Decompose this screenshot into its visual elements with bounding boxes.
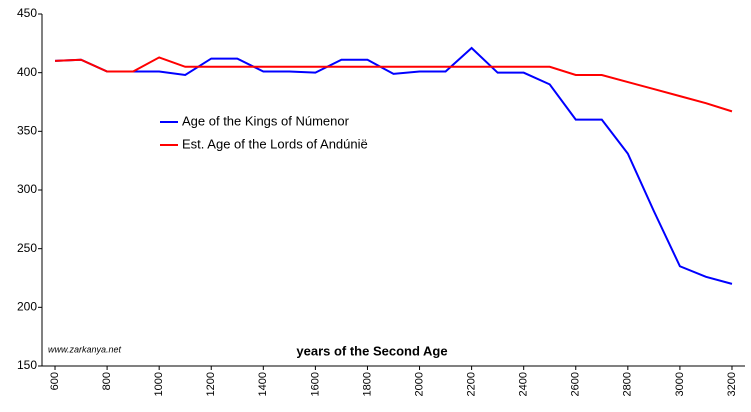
y-tick-label: 350 <box>17 124 37 138</box>
x-tick-label: 2400 <box>518 372 530 396</box>
x-tick-label: 800 <box>101 372 113 390</box>
x-tick-label: 1400 <box>257 372 269 396</box>
x-axis-label: years of the Second Age <box>296 343 447 358</box>
x-tick-label: 1000 <box>153 372 165 396</box>
x-tick-label: 2600 <box>570 372 582 396</box>
y-tick-label: 450 <box>17 6 37 20</box>
x-tick-label: 2000 <box>413 372 425 396</box>
y-tick-label: 400 <box>17 65 37 79</box>
y-tick-label: 300 <box>17 182 37 196</box>
x-tick-label: 1800 <box>361 372 373 396</box>
series-line <box>54 46 733 285</box>
x-tick-label: 2200 <box>466 372 478 396</box>
legend-label: Est. Age of the Lords of Andúnië <box>182 136 368 151</box>
y-tick-label: 200 <box>17 300 37 314</box>
x-tick-label: 1200 <box>205 372 217 396</box>
x-tick-label: 1600 <box>309 372 321 396</box>
x-tick-label: 3200 <box>726 372 738 396</box>
y-tick-label: 250 <box>17 241 37 255</box>
x-tick-label: 600 <box>49 372 61 390</box>
x-tick-label: 2800 <box>622 372 634 396</box>
y-tick-label: 150 <box>17 358 37 372</box>
series-line <box>54 56 733 113</box>
x-tick-label: 3000 <box>674 372 686 396</box>
legend-label: Age of the Kings of Númenor <box>182 113 350 128</box>
watermark: www.zarkanya.net <box>48 344 122 354</box>
